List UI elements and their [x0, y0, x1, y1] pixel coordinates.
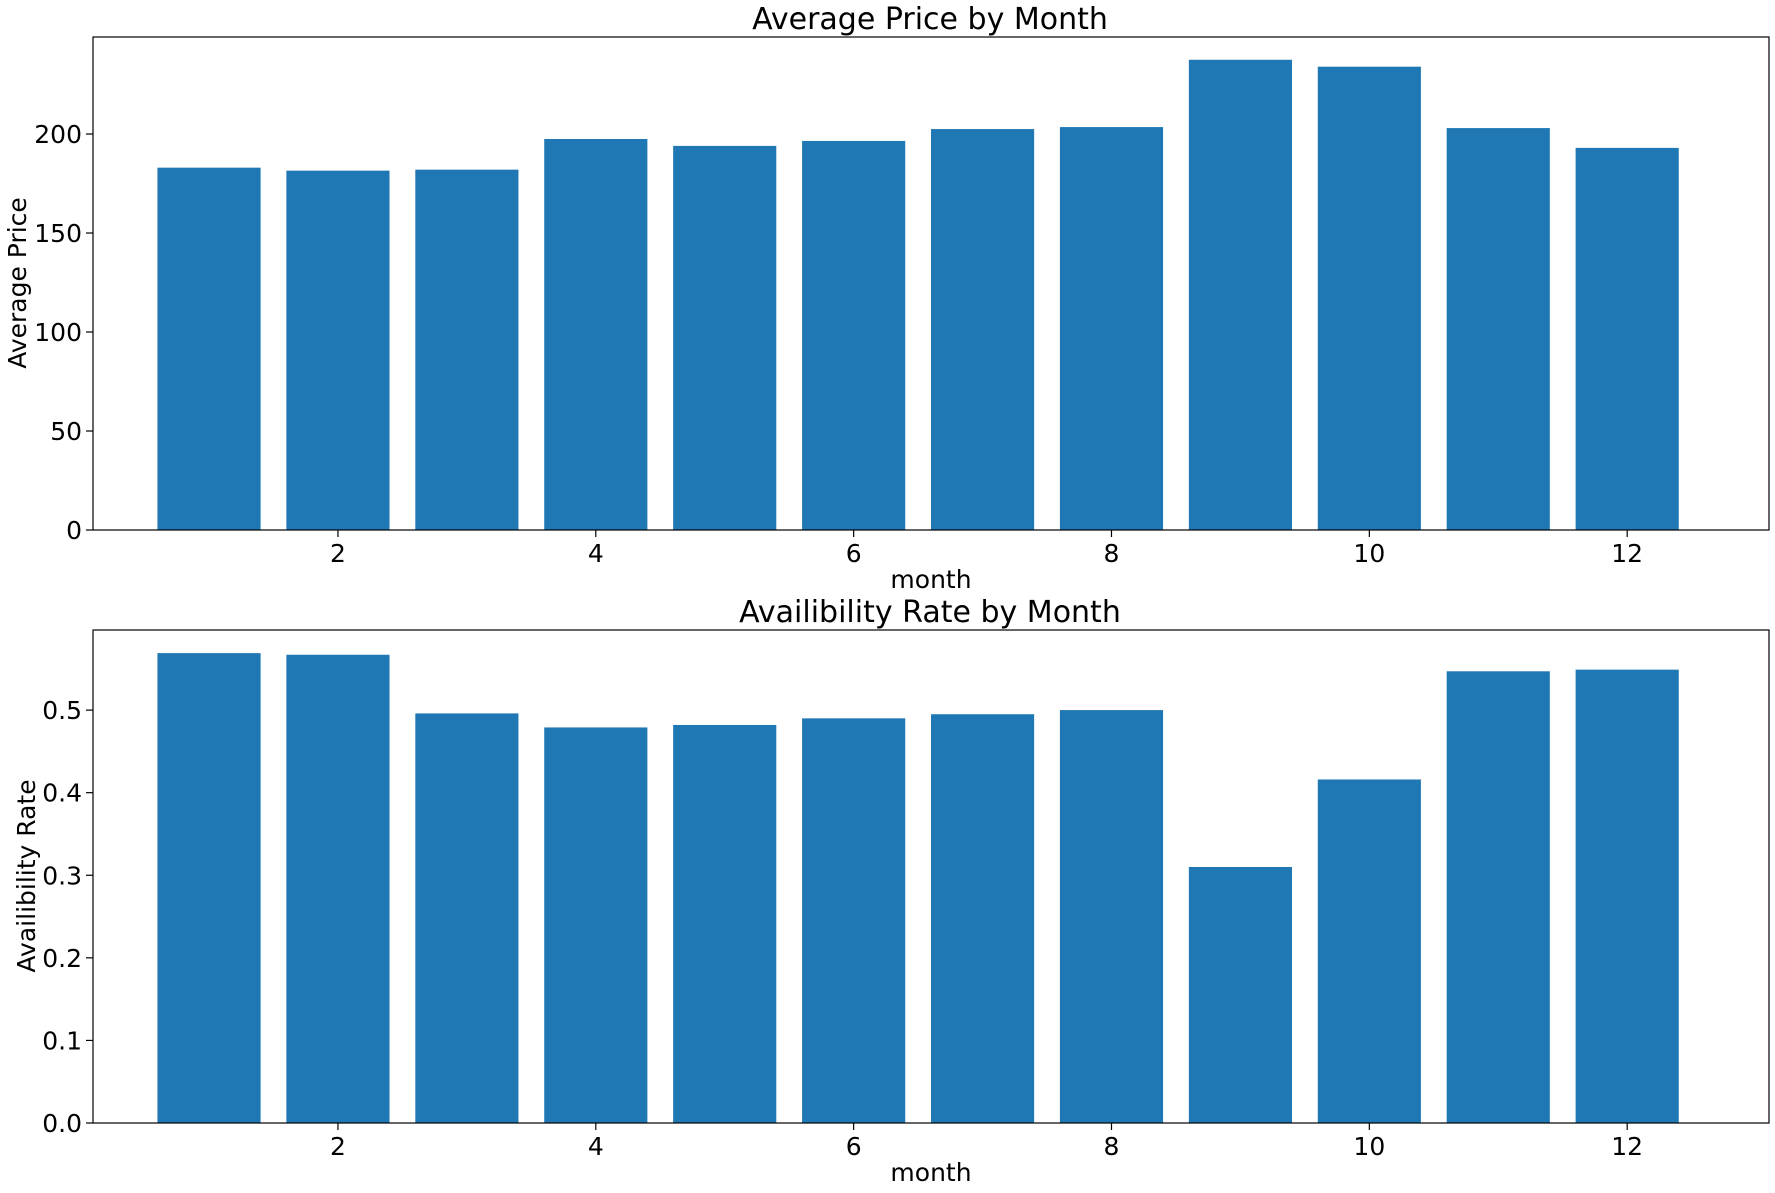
plot-frame — [92, 36, 1770, 531]
x-axis-label: month — [890, 1158, 971, 1187]
chart-title: Average Price by Month — [752, 2, 1108, 37]
y-tick-label: 150 — [34, 219, 82, 248]
y-tick-label: 50 — [50, 417, 82, 446]
y-tick-label: 100 — [34, 318, 82, 347]
bar-month-3 — [415, 713, 519, 1123]
y-axis-label: Availibility Rate — [12, 779, 41, 972]
bar-month-11 — [1446, 671, 1550, 1123]
x-tick-label: 12 — [1611, 539, 1643, 568]
bar-month-3 — [415, 169, 519, 530]
bar-month-7 — [931, 129, 1035, 530]
x-tick-label: 10 — [1353, 539, 1385, 568]
average-price-chart: Average Price by Month 2 4 6 8 10 12 0 50 100 150… — [3, 2, 1770, 594]
bar-month-8 — [1059, 127, 1164, 530]
x-tick-label: 6 — [846, 539, 862, 568]
bar-month-1 — [157, 653, 261, 1123]
y-tick-label: 0.5 — [42, 696, 82, 725]
bar-month-10 — [1317, 779, 1421, 1123]
bar-month-4 — [544, 138, 648, 530]
x-tick-label: 4 — [588, 539, 604, 568]
ticks-group: 2 4 6 8 10 12 0 50 100 150 200 — [34, 120, 1643, 568]
x-tick-label: 2 — [330, 1132, 346, 1161]
bars-group — [157, 653, 1679, 1123]
y-tick-label: 0.2 — [42, 944, 82, 973]
bar-month-5 — [673, 145, 777, 530]
bar-month-10 — [1317, 66, 1421, 530]
bar-month-2 — [286, 170, 390, 530]
x-tick-label: 8 — [1104, 1132, 1120, 1161]
bar-month-12 — [1575, 669, 1679, 1123]
bars-group — [157, 59, 1679, 531]
x-tick-label: 2 — [330, 539, 346, 568]
y-tick-label: 0.0 — [42, 1109, 82, 1138]
chart-title: Availibility Rate by Month — [739, 595, 1121, 630]
x-tick-label: 8 — [1104, 539, 1120, 568]
x-tick-label: 12 — [1611, 1132, 1643, 1161]
bar-month-1 — [157, 167, 261, 531]
y-tick-label: 0 — [66, 516, 82, 545]
availability-rate-chart: Availibility Rate by Month 2 4 6 8 10 12 0.0 0.… — [12, 595, 1770, 1187]
plot-frame — [92, 629, 1770, 1124]
y-tick-label: 0.1 — [42, 1026, 82, 1055]
bar-month-6 — [802, 140, 906, 530]
bar-month-9 — [1188, 867, 1292, 1123]
bar-month-11 — [1446, 128, 1550, 530]
y-tick-label: 200 — [34, 120, 82, 149]
bar-month-12 — [1575, 147, 1679, 530]
bar-month-7 — [931, 714, 1035, 1123]
y-tick-label: 0.3 — [42, 861, 82, 890]
bar-month-8 — [1059, 710, 1164, 1123]
bar-month-5 — [673, 724, 777, 1123]
x-tick-label: 6 — [846, 1132, 862, 1161]
bar-month-2 — [286, 654, 390, 1123]
ticks-group: 2 4 6 8 10 12 0.0 0.1 0.2 0.3 0.4 0.5 — [42, 696, 1643, 1161]
y-axis-label: Average Price — [3, 197, 32, 369]
x-axis-label: month — [890, 565, 971, 594]
x-tick-label: 4 — [588, 1132, 604, 1161]
bar-month-6 — [802, 718, 906, 1123]
y-tick-label: 0.4 — [42, 779, 82, 808]
bar-month-4 — [544, 727, 648, 1123]
bar-month-9 — [1188, 59, 1292, 531]
x-tick-label: 10 — [1353, 1132, 1385, 1161]
